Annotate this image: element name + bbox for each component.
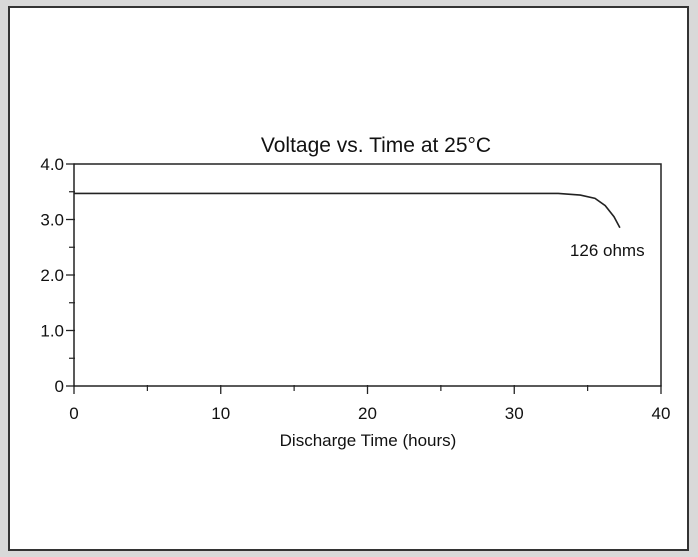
y-tick-label: 2.0 [40,266,64,285]
plot-area-frame [73,163,662,387]
figure-frame: Voltage vs. Time at 25°C 0 1.0 2.0 3.0 4.0 0… [8,6,689,551]
voltage-time-chart: Voltage vs. Time at 25°C 0 1.0 2.0 3.0 4.0 0… [40,134,670,450]
y-tick-label: 1.0 [40,322,64,341]
x-tick-label: 20 [358,404,377,423]
y-tick-label: 3.0 [40,211,64,230]
x-axis: 0 10 20 30 40 [69,385,670,423]
y-tick-label: 0 [55,377,64,396]
y-tick-label: 4.0 [40,155,64,174]
x-axis-title: Discharge Time (hours) [280,431,457,450]
x-tick-label: 30 [505,404,524,423]
x-tick-label: 0 [69,404,78,423]
y-axis: 0 1.0 2.0 3.0 4.0 [40,155,75,396]
x-tick-label: 40 [652,404,671,423]
voltage-series-line [74,192,621,229]
resistance-annotation: 126 ohms [570,241,645,260]
chart-title: Voltage vs. Time at 25°C [261,134,491,157]
x-tick-label: 10 [211,404,230,423]
